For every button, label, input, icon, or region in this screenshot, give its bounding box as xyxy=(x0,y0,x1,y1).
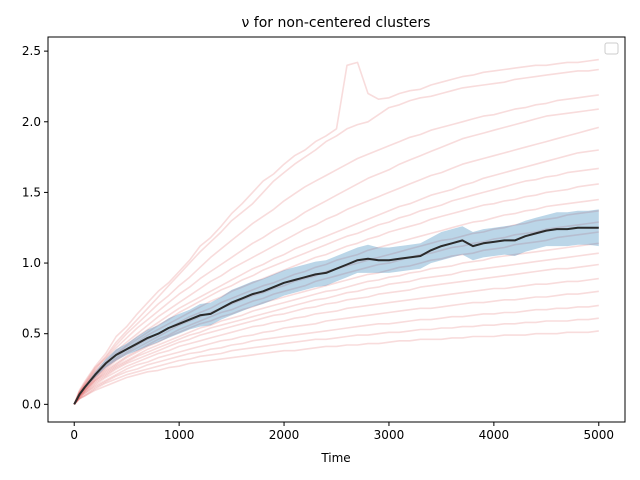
confidence-band xyxy=(74,209,599,405)
run-line-5 xyxy=(73,126,600,405)
axes: 0 1000 2000 3000 4000 5000 0.0 0.5 1.0 1.5 2.0 2.5 xyxy=(22,36,626,442)
mean-line xyxy=(73,226,599,405)
run-line-12 xyxy=(73,231,599,405)
plot-frame xyxy=(47,36,626,423)
y-tick-label-2: 2.0 xyxy=(22,115,41,129)
run-line-18 xyxy=(73,304,599,405)
mean-line-path xyxy=(73,226,599,405)
legend-box xyxy=(604,42,619,55)
y-tick-label-2.5: 2.5 xyxy=(22,44,41,58)
run-lines xyxy=(73,58,600,405)
x-tick-label-1000: 1000 xyxy=(164,428,195,442)
x-tick-label-0: 0 xyxy=(70,428,78,442)
run-line-7 xyxy=(73,167,599,405)
legend xyxy=(604,42,619,55)
run-line-3 xyxy=(73,94,599,405)
y-tick-label-0: 0.0 xyxy=(22,397,41,411)
run-line-14 xyxy=(73,252,599,405)
run-line-15 xyxy=(73,263,599,405)
run-line-17 xyxy=(73,290,599,405)
run-line-8 xyxy=(73,183,599,405)
run-line-20 xyxy=(73,330,599,405)
confidence-band-area xyxy=(74,209,599,405)
chart-title: ν for non-centered clusters xyxy=(242,15,431,31)
x-tick-label-3000: 3000 xyxy=(374,428,405,442)
y-tick-label-1: 1.0 xyxy=(22,256,41,270)
x-tick-label-4000: 4000 xyxy=(479,428,510,442)
x-tick-label-5000: 5000 xyxy=(583,428,614,442)
y-tick-label-1.5: 1.5 xyxy=(22,185,41,199)
run-line-2 xyxy=(73,68,599,405)
run-line-16 xyxy=(73,277,599,405)
run-line-6 xyxy=(73,149,599,405)
x-tick-label-2000: 2000 xyxy=(269,428,300,442)
run-line-11 xyxy=(73,221,599,405)
y-tick-label-0.5: 0.5 xyxy=(22,327,41,341)
x-axis-label: Time xyxy=(320,451,350,465)
run-line-13 xyxy=(73,242,599,405)
run-line-4 xyxy=(73,108,599,405)
run-line-1 xyxy=(73,58,599,405)
run-line-19 xyxy=(73,317,599,405)
